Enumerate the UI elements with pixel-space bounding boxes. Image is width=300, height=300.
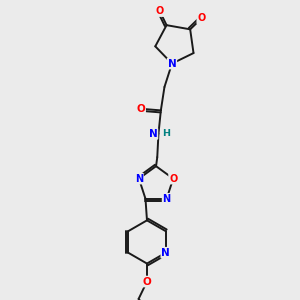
Text: N: N — [168, 58, 176, 69]
Text: O: O — [142, 277, 152, 286]
Text: H: H — [163, 129, 171, 138]
Text: N: N — [135, 174, 143, 184]
Text: O: O — [136, 104, 145, 114]
Text: N: N — [149, 129, 158, 139]
Text: O: O — [169, 174, 177, 184]
Text: O: O — [197, 14, 206, 23]
Text: N: N — [161, 248, 170, 258]
Text: O: O — [156, 6, 164, 16]
Text: N: N — [163, 194, 171, 204]
